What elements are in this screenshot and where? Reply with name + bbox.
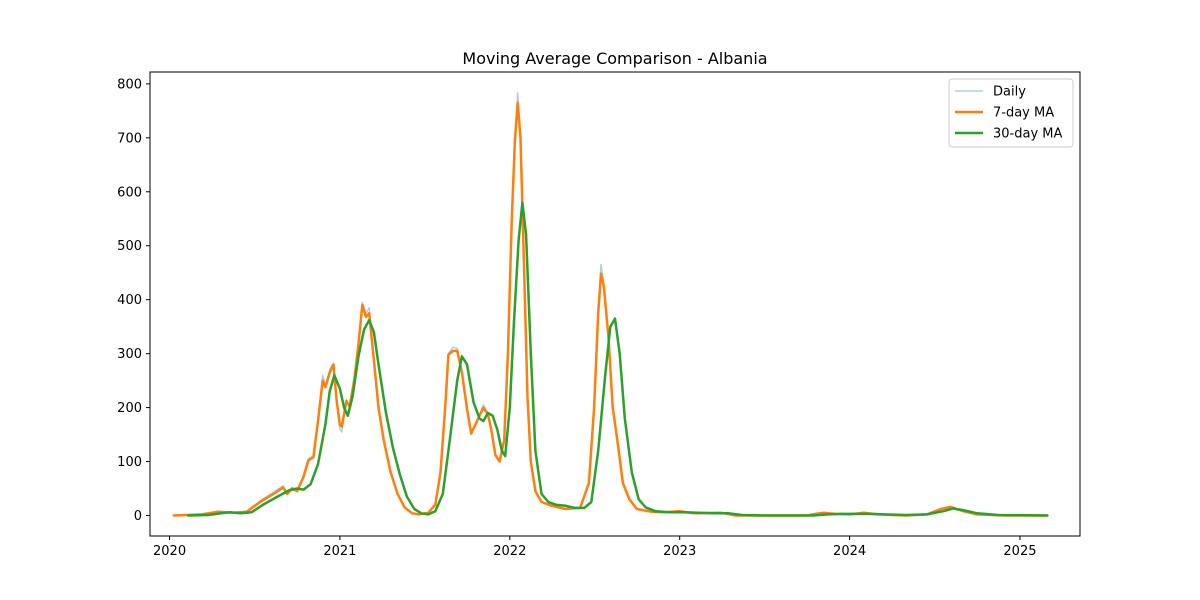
y-tick-label: 200 (117, 401, 142, 416)
legend-label: 7-day MA (993, 106, 1054, 121)
y-tick-label: 800 (117, 77, 142, 92)
legend-box (948, 78, 1074, 148)
legend: Daily 7-day MA 30-day MA (948, 78, 1074, 148)
y-tick-label: 600 (117, 185, 142, 200)
x-tick-label: 2022 (493, 544, 526, 559)
y-tick-label: 300 (117, 347, 142, 362)
plot-area-frame (149, 71, 1081, 537)
y-tick-label: 400 (117, 293, 142, 308)
legend-label: Daily (993, 85, 1026, 100)
y-tick-label: 700 (117, 131, 142, 146)
y-tick-label: 0 (134, 509, 142, 524)
y-tick-label: 100 (117, 455, 142, 470)
x-tick-label: 2020 (153, 544, 186, 559)
y-tick-label: 500 (117, 239, 142, 254)
y-axis: 0 100 200 300 400 500 600 700 800 (117, 77, 150, 524)
chart-title: Moving Average Comparison - Albania (462, 49, 767, 68)
legend-label: 30-day MA (993, 127, 1062, 142)
x-tick-label: 2023 (663, 544, 696, 559)
x-tick-label: 2021 (323, 544, 356, 559)
x-tick-label: 2024 (833, 544, 866, 559)
x-axis: 2020 2021 2022 2023 2024 2025 (153, 536, 1037, 559)
x-tick-label: 2025 (1003, 544, 1036, 559)
plot-lines (172, 92, 1049, 517)
series-line-30-day-ma (186, 201, 1049, 517)
